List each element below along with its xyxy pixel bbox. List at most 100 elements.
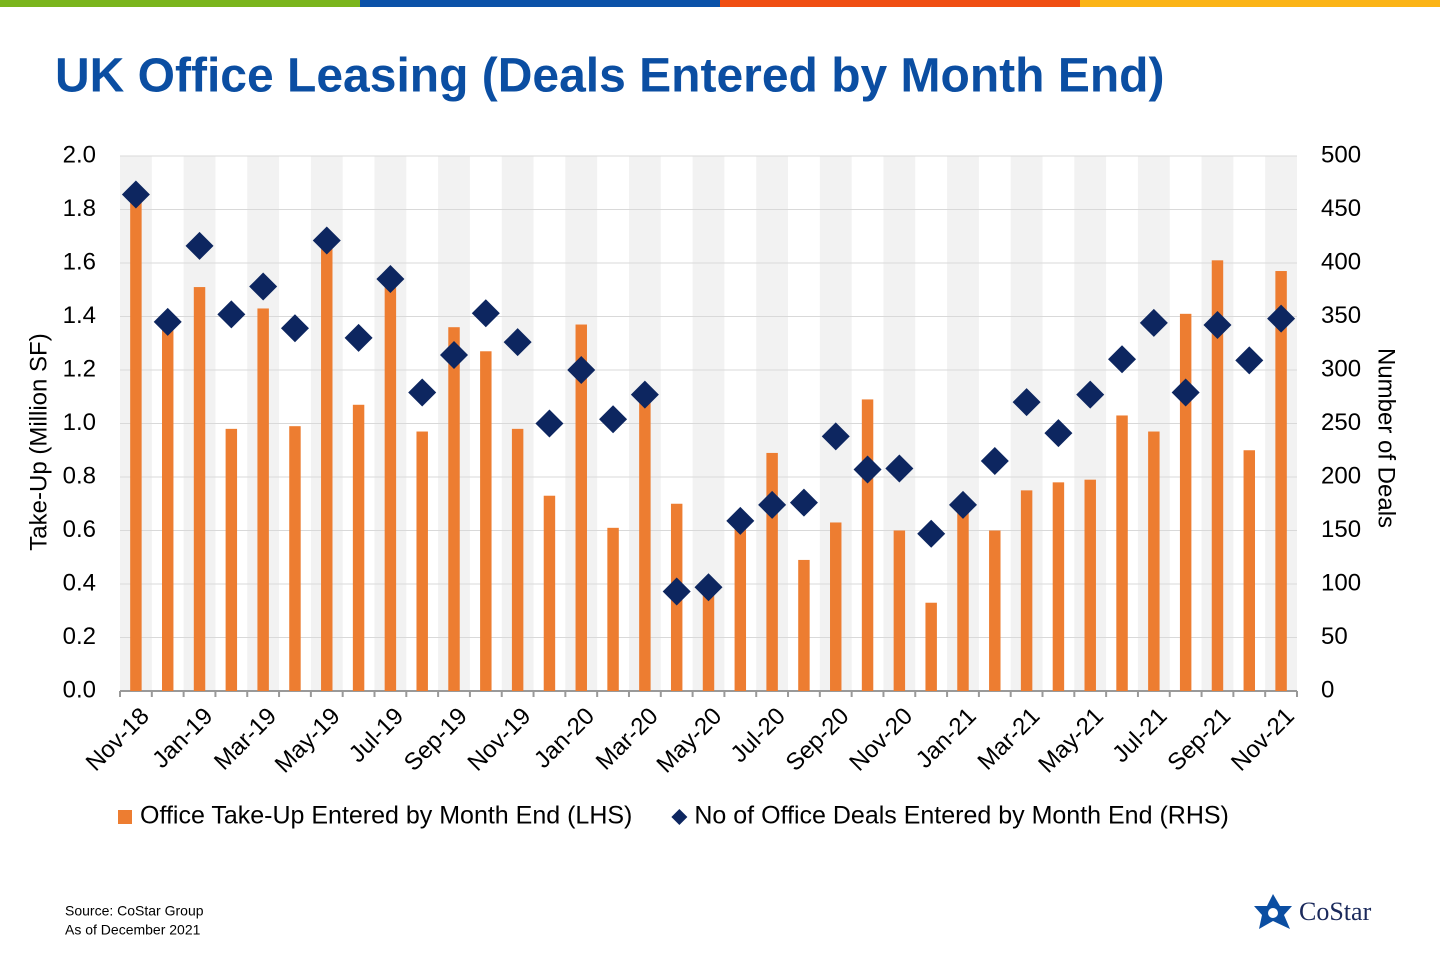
bar <box>225 428 238 691</box>
logo-text: CoStar <box>1299 897 1372 926</box>
legend-swatch <box>118 810 132 824</box>
x-tick-label: Sep-21 <box>1162 703 1236 777</box>
bar <box>130 198 142 692</box>
bar <box>1052 482 1065 691</box>
y-tick-label: 1.8 <box>63 195 96 222</box>
diamond-marker <box>535 409 564 438</box>
bar <box>1084 479 1096 691</box>
stripe <box>720 0 1080 7</box>
bar <box>957 511 969 691</box>
x-tick-label: Nov-19 <box>463 703 537 777</box>
diamond-marker <box>1108 345 1137 374</box>
diamond-marker <box>280 314 309 343</box>
bar <box>257 308 269 691</box>
diamond-marker <box>376 265 405 294</box>
diamond-marker <box>471 299 500 328</box>
diamond-marker <box>694 573 723 602</box>
bar <box>830 522 842 691</box>
legend-swatch <box>671 809 688 825</box>
y-tick-label: 1.4 <box>63 302 96 329</box>
bar <box>161 327 174 691</box>
diamond-marker <box>567 356 596 384</box>
diamond-marker <box>185 231 214 260</box>
x-tick-label: May-20 <box>652 703 728 779</box>
diamond-marker <box>1076 380 1105 409</box>
y-tick-label: 0.0 <box>63 676 96 703</box>
legend-label: No of Office Deals Entered by Month End … <box>694 802 1229 830</box>
bar <box>384 281 397 691</box>
bar <box>639 396 651 691</box>
bar <box>1179 313 1192 691</box>
stripe <box>1080 0 1440 7</box>
diamond-marker <box>217 300 246 329</box>
x-tick-label: Sep-19 <box>399 703 473 777</box>
diamond-marker <box>917 519 946 548</box>
y-tick-label: 2.0 <box>63 141 96 168</box>
x-tick-label: May-21 <box>1033 703 1109 779</box>
x-tick-label: May-19 <box>270 703 346 779</box>
x-tick-label: Nov-18 <box>81 703 155 777</box>
bar <box>1275 271 1287 691</box>
bar <box>1116 415 1128 691</box>
y2-axis-label: Number of Deals <box>1373 348 1400 528</box>
bar <box>1020 490 1033 691</box>
diamond-marker <box>1235 346 1264 375</box>
diamond-marker <box>503 328 532 357</box>
bar <box>607 527 619 691</box>
y-tick-label: 1.2 <box>63 355 96 382</box>
y2-tick-label: 0 <box>1321 676 1334 703</box>
bar <box>893 530 906 691</box>
x-tick-label: Jan-19 <box>147 703 218 774</box>
y-tick-label: 0.6 <box>63 516 96 543</box>
y2-tick-label: 100 <box>1321 569 1361 596</box>
diamond-marker <box>1171 378 1200 407</box>
bar <box>416 431 428 691</box>
bar <box>193 287 206 691</box>
y2-tick-label: 250 <box>1321 409 1361 436</box>
diamond-marker <box>153 307 182 336</box>
y2-tick-label: 150 <box>1321 516 1361 543</box>
x-tick-label: Nov-20 <box>844 703 918 777</box>
bar <box>1148 431 1160 691</box>
diamond-marker <box>630 380 659 409</box>
bar <box>575 324 587 691</box>
bar <box>289 426 301 691</box>
x-tick-label: Mar-19 <box>209 703 282 776</box>
diamond-marker <box>344 323 373 352</box>
logo-dot <box>1268 908 1278 918</box>
bar <box>480 351 492 691</box>
y-tick-label: 0.8 <box>63 462 96 489</box>
diamond-marker <box>312 226 341 255</box>
bar <box>702 592 715 691</box>
bar <box>543 495 556 691</box>
x-tick-label: Nov-21 <box>1226 703 1300 777</box>
diamond-marker <box>121 180 150 209</box>
bar <box>925 602 937 691</box>
y2-tick-label: 500 <box>1321 141 1361 168</box>
diamond-marker <box>1203 311 1232 340</box>
y-tick-label: 0.4 <box>63 569 96 596</box>
diamond-marker <box>853 455 882 484</box>
legend-label: Office Take-Up Entered by Month End (LHS… <box>140 802 632 830</box>
y2-tick-label: 300 <box>1321 355 1361 382</box>
bar <box>511 428 524 691</box>
diamond-marker <box>662 577 691 606</box>
y-tick-label: 1.0 <box>63 409 96 436</box>
diamond-marker <box>440 341 469 370</box>
x-tick-label: Jan-20 <box>529 703 600 774</box>
diamond-marker <box>599 405 628 434</box>
diamond-marker <box>758 490 787 519</box>
stripe <box>360 0 720 7</box>
x-tick-label: Mar-21 <box>972 703 1045 776</box>
y2-tick-label: 50 <box>1321 623 1348 650</box>
bar <box>798 559 810 691</box>
x-tick-label: Sep-20 <box>781 703 855 777</box>
diamond-marker <box>980 446 1009 475</box>
diamond-marker <box>821 422 850 451</box>
diamond-marker <box>726 506 755 535</box>
source: Source: CoStar Group <box>65 903 204 919</box>
bar <box>766 452 778 691</box>
chart-title: UK Office Leasing (Deals Entered by Mont… <box>55 50 1164 103</box>
